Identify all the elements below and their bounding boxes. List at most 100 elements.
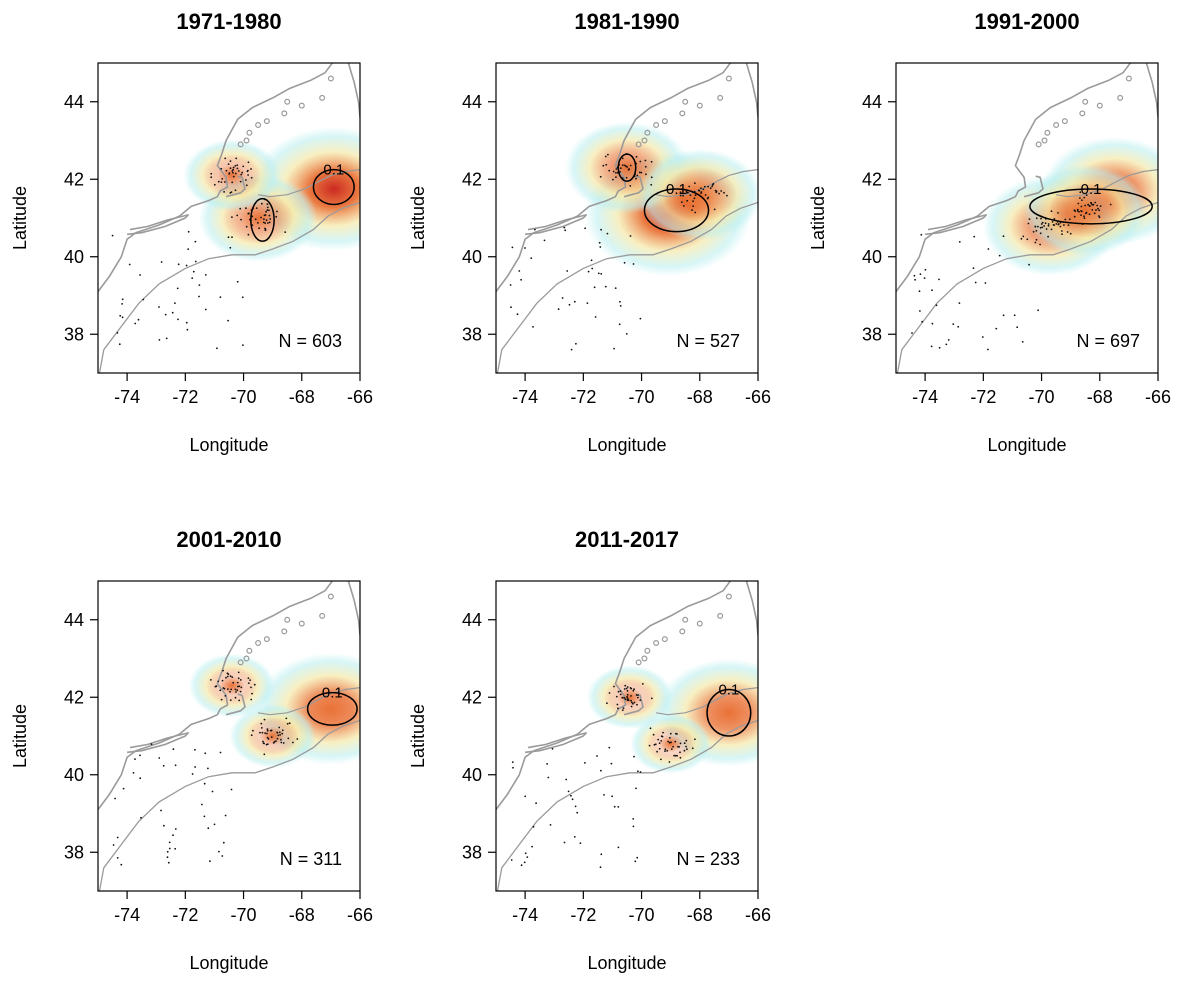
y-tick-label: 40 (64, 247, 84, 267)
island-outline (327, 593, 334, 600)
survey-point (622, 707, 625, 709)
survey-point (660, 735, 663, 738)
survey-point (600, 273, 603, 275)
survey-point (709, 187, 712, 190)
island-outline (298, 620, 305, 627)
survey-point (526, 856, 529, 858)
survey-point (231, 236, 233, 239)
survey-point (549, 824, 552, 826)
island-outline (243, 655, 250, 662)
survey-point (634, 860, 637, 863)
coastline-long-island (525, 732, 588, 754)
survey-point (1032, 230, 1035, 233)
survey-point (1026, 238, 1029, 241)
survey-point (624, 684, 627, 687)
survey-point (974, 281, 977, 284)
island-outline (661, 636, 668, 643)
survey-point (235, 691, 237, 693)
survey-point (252, 729, 254, 732)
survey-point (279, 734, 281, 736)
survey-point (511, 246, 514, 249)
survey-point (623, 164, 626, 167)
sample-size-label: N = 527 (676, 331, 740, 351)
island-outline (246, 129, 253, 136)
survey-point (692, 200, 694, 203)
coastline-nova-scotia (745, 581, 758, 636)
survey-point (573, 300, 576, 303)
survey-point (617, 690, 620, 693)
survey-point (952, 323, 955, 325)
shelf-break-isobath (98, 719, 360, 891)
survey-point (264, 214, 267, 216)
survey-point (207, 827, 210, 830)
survey-point (266, 203, 269, 206)
survey-point (637, 694, 639, 696)
survey-point (617, 806, 620, 808)
survey-point (231, 676, 234, 678)
survey-point (617, 846, 620, 849)
survey-point (711, 185, 713, 188)
survey-point (574, 805, 577, 808)
island-outline (263, 636, 270, 643)
survey-point (120, 863, 123, 866)
survey-point (635, 155, 638, 158)
survey-point (278, 731, 281, 734)
survey-point (1055, 223, 1058, 225)
survey-point (702, 188, 705, 191)
survey-point (683, 749, 686, 752)
x-tick-label: -74 (114, 905, 140, 925)
panel-title: 2001-2010 (176, 527, 281, 552)
georges-bank-isobath (1055, 169, 1158, 198)
island-outline (255, 639, 262, 646)
survey-point (931, 289, 933, 292)
survey-point (984, 282, 987, 284)
x-tick-label: -70 (231, 905, 257, 925)
survey-point (1052, 224, 1055, 226)
survey-point (674, 754, 677, 757)
survey-point (995, 327, 998, 330)
island-outline (653, 639, 660, 646)
survey-point (615, 172, 617, 174)
survey-point (1095, 209, 1097, 212)
island-outline (635, 659, 642, 666)
survey-point (267, 738, 270, 740)
y-axis-label: Latitude (408, 704, 428, 768)
survey-point (263, 753, 266, 756)
survey-point (1035, 229, 1038, 232)
survey-point (171, 311, 174, 314)
density-contour (706, 688, 752, 737)
survey-point (1050, 228, 1053, 231)
survey-point (546, 763, 548, 765)
panel-title: 1981-1990 (574, 9, 679, 34)
survey-point (235, 157, 238, 160)
survey-point (247, 233, 250, 236)
survey-point (670, 748, 673, 750)
survey-point (260, 216, 262, 219)
survey-point (930, 345, 933, 348)
survey-point (602, 164, 605, 167)
survey-point (650, 697, 653, 700)
survey-point (656, 750, 658, 753)
survey-point (221, 679, 224, 682)
survey-point (1088, 205, 1091, 208)
survey-point (111, 234, 114, 237)
survey-point (250, 734, 253, 737)
density-contour (617, 153, 637, 182)
shelf-break-isobath (496, 201, 758, 373)
survey-point (918, 290, 921, 293)
survey-point (260, 202, 263, 205)
survey-point (260, 722, 263, 725)
survey-point (240, 218, 242, 221)
island-outline (1041, 137, 1048, 144)
survey-point (1022, 235, 1025, 238)
survey-point (263, 218, 265, 221)
survey-point (637, 696, 639, 699)
survey-point (645, 173, 647, 176)
survey-point (1092, 203, 1095, 206)
survey-point (251, 692, 254, 695)
survey-point (615, 168, 618, 170)
survey-point (623, 697, 626, 699)
survey-point (221, 855, 224, 857)
survey-point (1098, 216, 1101, 219)
